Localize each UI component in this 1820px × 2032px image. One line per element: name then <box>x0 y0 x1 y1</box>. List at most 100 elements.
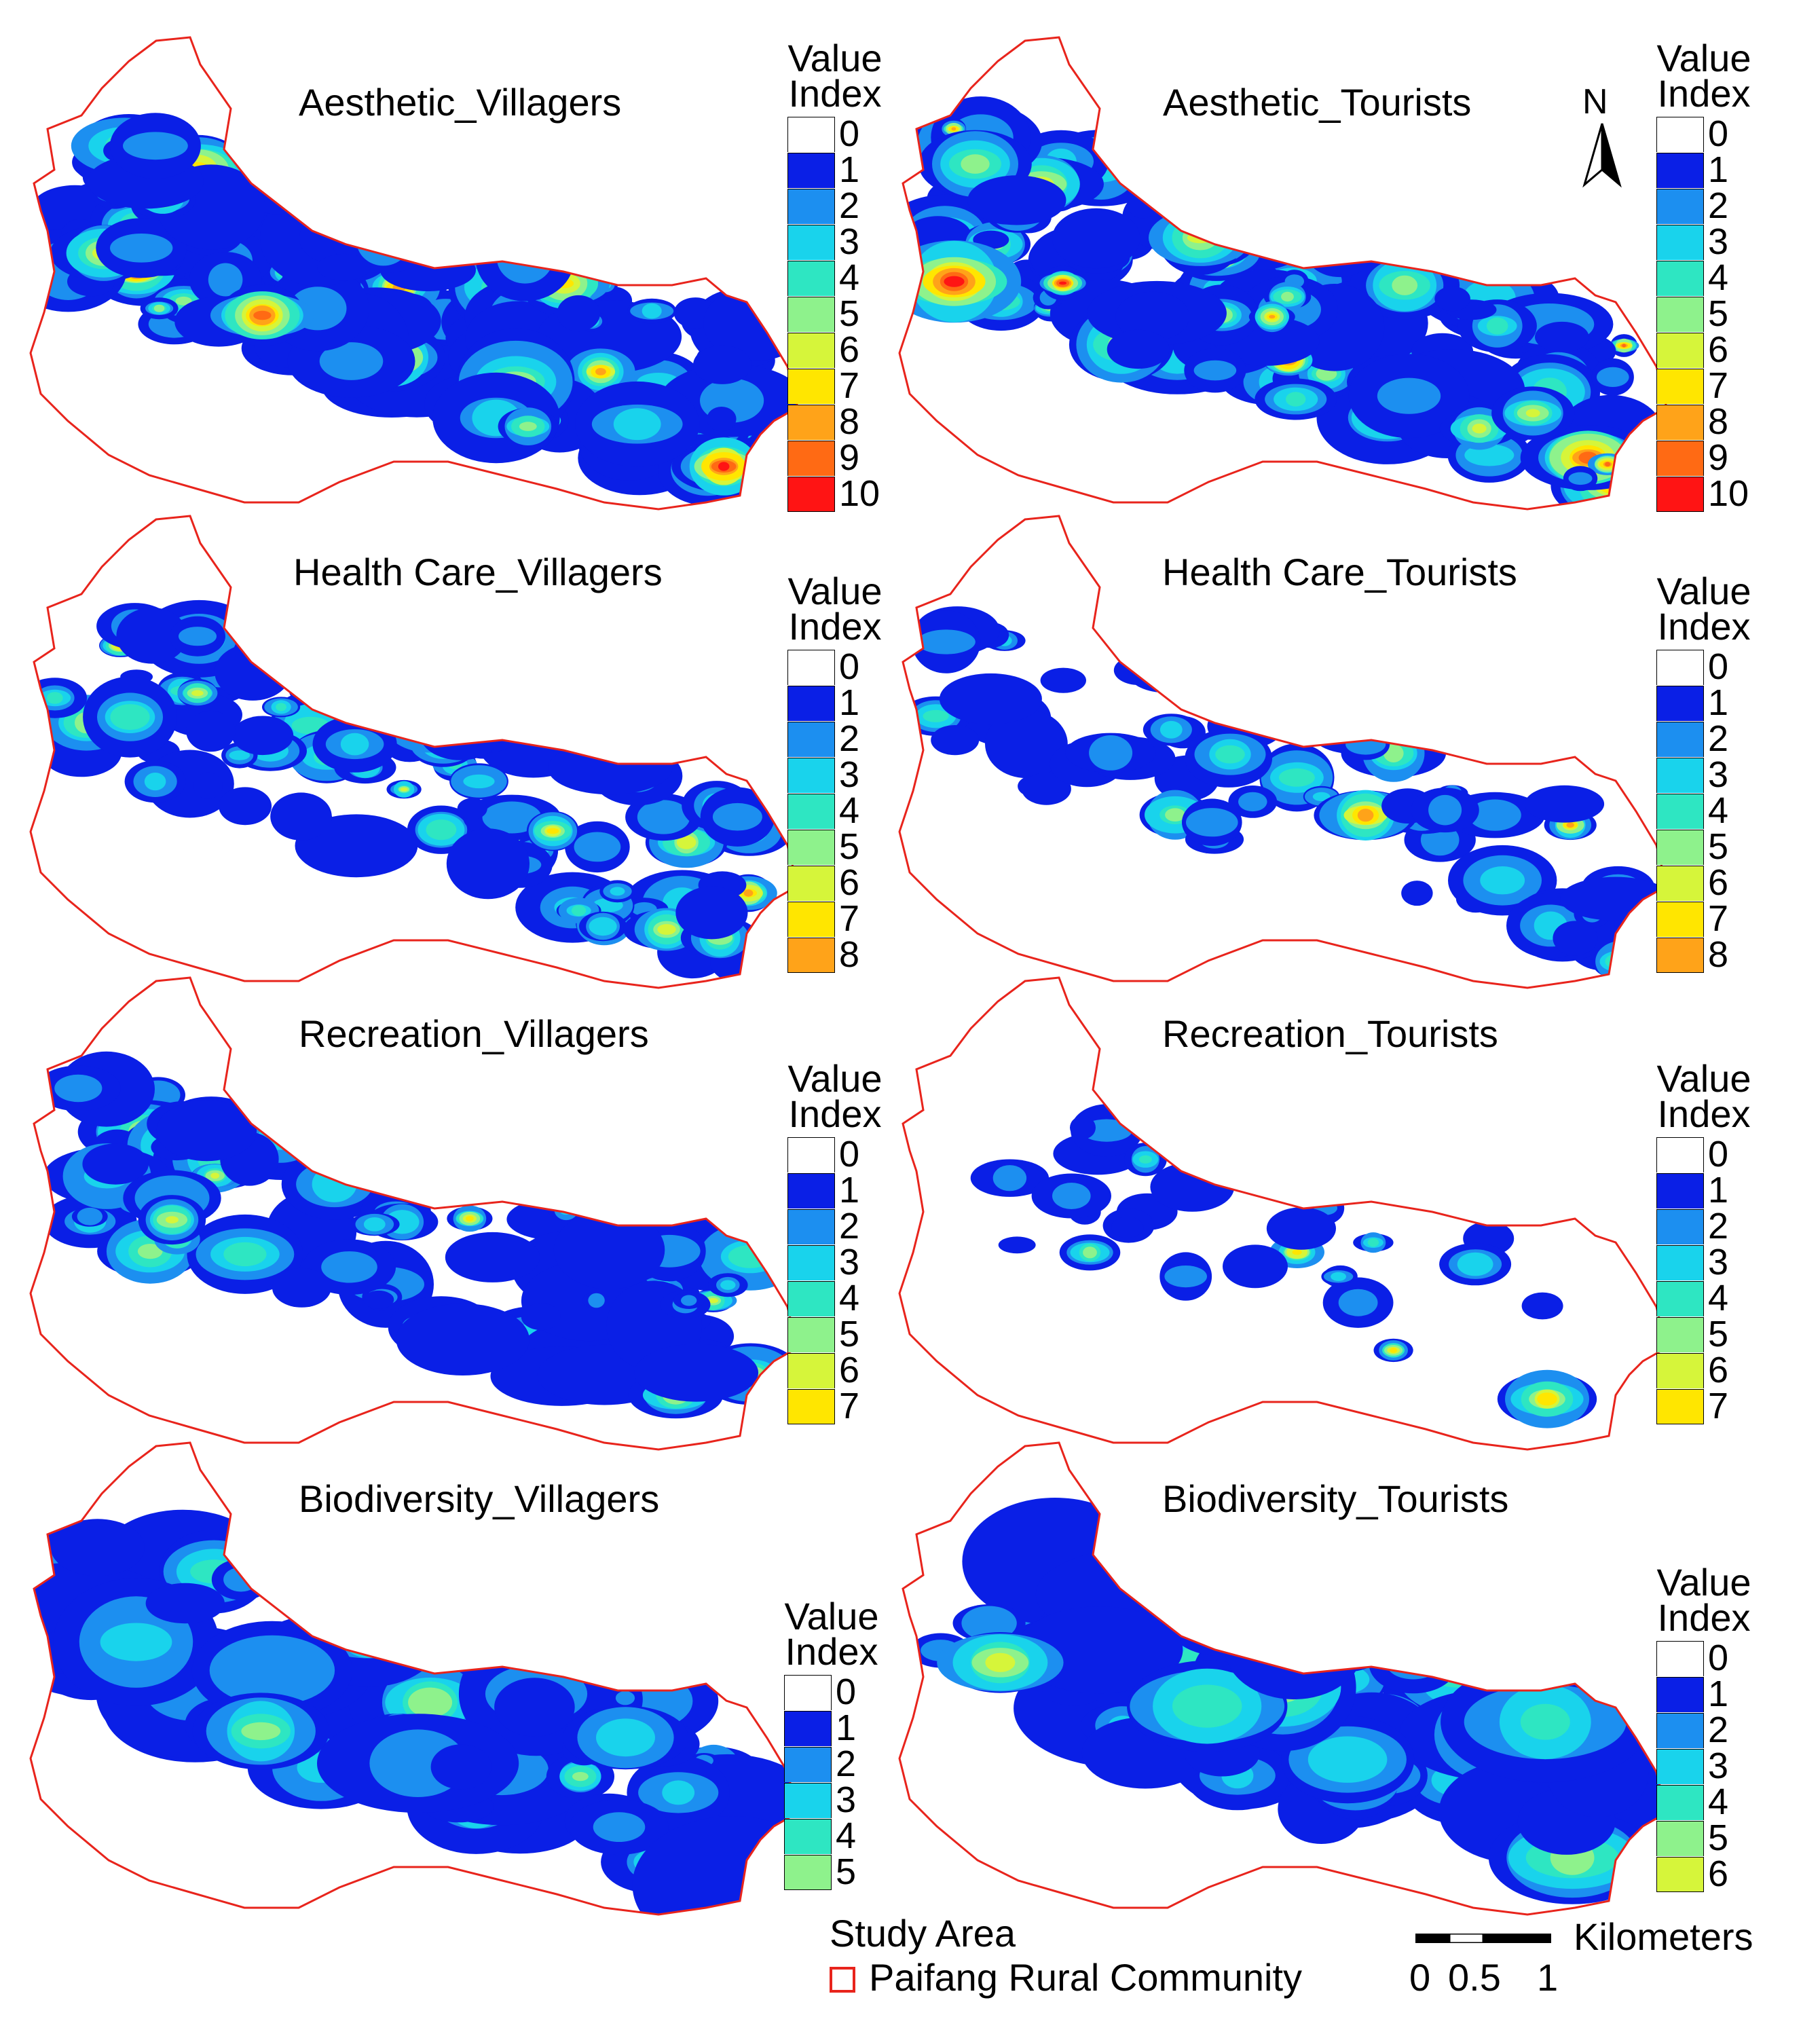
legend-value: 7 <box>1708 898 1729 939</box>
legend-value: 3 <box>839 754 860 795</box>
legend-value: 8 <box>839 401 860 442</box>
legend-value: 0 <box>1708 1638 1729 1678</box>
legend-value: 7 <box>1708 1386 1729 1426</box>
panel-title: Recreation_Tourists <box>1162 1012 1498 1055</box>
value-index-legend: Value Index 0 1 2 3 4 5 6 7 <box>787 1057 883 1426</box>
legend-title-line: Value <box>1656 37 1751 79</box>
scale-bar <box>1415 1934 1551 1943</box>
legend-swatch <box>787 1317 835 1352</box>
legend-item: 5 <box>784 1852 879 1891</box>
legend-item: 8 <box>787 935 883 974</box>
legend-title-line: Index <box>788 1092 882 1135</box>
legend-item: 4 <box>787 1278 883 1318</box>
legend-title-line: Value <box>1656 1057 1751 1100</box>
legend-swatch <box>1656 1353 1704 1388</box>
legend-value: 6 <box>1708 1853 1729 1894</box>
legend-swatch <box>1656 1281 1704 1316</box>
legend-item: 3 <box>784 1780 879 1819</box>
legend-swatch <box>1656 261 1704 296</box>
map-panel-5 <box>898 976 1668 1451</box>
legend-swatch <box>1656 1785 1704 1820</box>
legend-swatch <box>787 1389 835 1424</box>
legend-swatch <box>787 830 835 865</box>
legend-title: Value Index <box>787 39 883 115</box>
legend-swatch <box>1656 441 1704 476</box>
legend-swatch <box>784 1675 832 1710</box>
legend-item: 6 <box>1656 1350 1751 1390</box>
legend-title-line: Value <box>787 1057 883 1100</box>
legend-item: 4 <box>1656 1278 1751 1318</box>
legend-title-line: Index <box>1657 605 1751 648</box>
legend-swatch <box>787 902 835 937</box>
legend-item: 1 <box>1656 682 1751 723</box>
legend-item: 9 <box>1656 437 1751 478</box>
legend-item: 5 <box>787 294 883 333</box>
legend-value: 3 <box>1708 221 1729 262</box>
legend-item: 6 <box>1656 1853 1751 1894</box>
legend-value: 2 <box>1708 1206 1729 1246</box>
legend-value: 0 <box>1708 113 1729 154</box>
legend-title-line: Value <box>787 570 883 612</box>
legend-value: 0 <box>839 646 860 687</box>
legend-item: 0 <box>1656 113 1751 154</box>
legend-item: 0 <box>787 646 883 687</box>
legend-title-line: Index <box>788 72 882 115</box>
study-area-label: Paifang Rural Community <box>869 1956 1303 1999</box>
north-arrow-icon <box>1582 123 1622 188</box>
legend-item: 7 <box>787 898 883 939</box>
legend-item: 1 <box>787 1170 883 1210</box>
legend-swatch <box>1656 686 1704 721</box>
legend-item: 2 <box>784 1743 879 1784</box>
legend-swatch <box>1656 938 1704 973</box>
legend-title-line: Index <box>788 605 882 648</box>
legend-swatch <box>787 1173 835 1208</box>
legend-value: 5 <box>1708 1817 1729 1858</box>
legend-swatch <box>1656 1389 1704 1424</box>
legend-item: 3 <box>787 754 883 795</box>
legend-value: 4 <box>836 1815 857 1856</box>
legend-swatch <box>1656 902 1704 937</box>
legend-swatch <box>787 405 835 440</box>
legend-swatch <box>1656 1641 1704 1676</box>
legend-swatch <box>787 297 835 332</box>
legend-item: 10 <box>1656 474 1751 513</box>
legend-value: 2 <box>836 1743 857 1784</box>
value-index-legend: Value Index 0 1 2 3 4 5 6 7 <box>1656 1057 1751 1426</box>
legend-swatch <box>787 722 835 757</box>
legend-title-line: Index <box>1657 72 1751 115</box>
legend-swatch <box>1656 1677 1704 1712</box>
legend-value: 7 <box>1708 365 1729 406</box>
legend-swatch <box>784 1783 832 1818</box>
legend-swatch <box>1656 794 1704 829</box>
legend-title-line: Value <box>784 1595 879 1638</box>
legend-swatch <box>1656 758 1704 793</box>
legend-item: 4 <box>1656 258 1751 297</box>
legend-item: 6 <box>787 1350 883 1390</box>
legend-value: 1 <box>1708 682 1729 723</box>
legend-value: 2 <box>1708 1710 1729 1750</box>
legend-item: 5 <box>787 827 883 866</box>
legend-item: 7 <box>787 366 883 405</box>
legend-value: 5 <box>1708 293 1729 334</box>
legend-swatch <box>1656 1209 1704 1244</box>
legend-item: 7 <box>1656 898 1751 939</box>
legend-value: 8 <box>1708 401 1729 442</box>
study-area-boundary <box>898 976 1668 1451</box>
legend-swatch <box>1656 189 1704 224</box>
study-area-boundary <box>29 1441 799 1916</box>
legend-value: 7 <box>839 898 860 939</box>
legend-value: 9 <box>1708 437 1729 478</box>
legend-item: 5 <box>1656 1314 1751 1354</box>
legend-title: Value Index <box>1656 572 1751 648</box>
legend-value: 3 <box>839 1242 860 1282</box>
legend-value: 10 <box>839 473 880 514</box>
legend-item: 4 <box>787 258 883 297</box>
legend-item: 2 <box>787 719 883 758</box>
legend-item: 7 <box>1656 365 1751 406</box>
legend-item: 5 <box>787 1314 883 1354</box>
legend-item: 2 <box>787 1206 883 1246</box>
legend-value: 3 <box>839 221 860 262</box>
legend-item: 4 <box>787 791 883 830</box>
legend-title: Value Index <box>787 1057 883 1135</box>
legend-swatch <box>1656 722 1704 757</box>
